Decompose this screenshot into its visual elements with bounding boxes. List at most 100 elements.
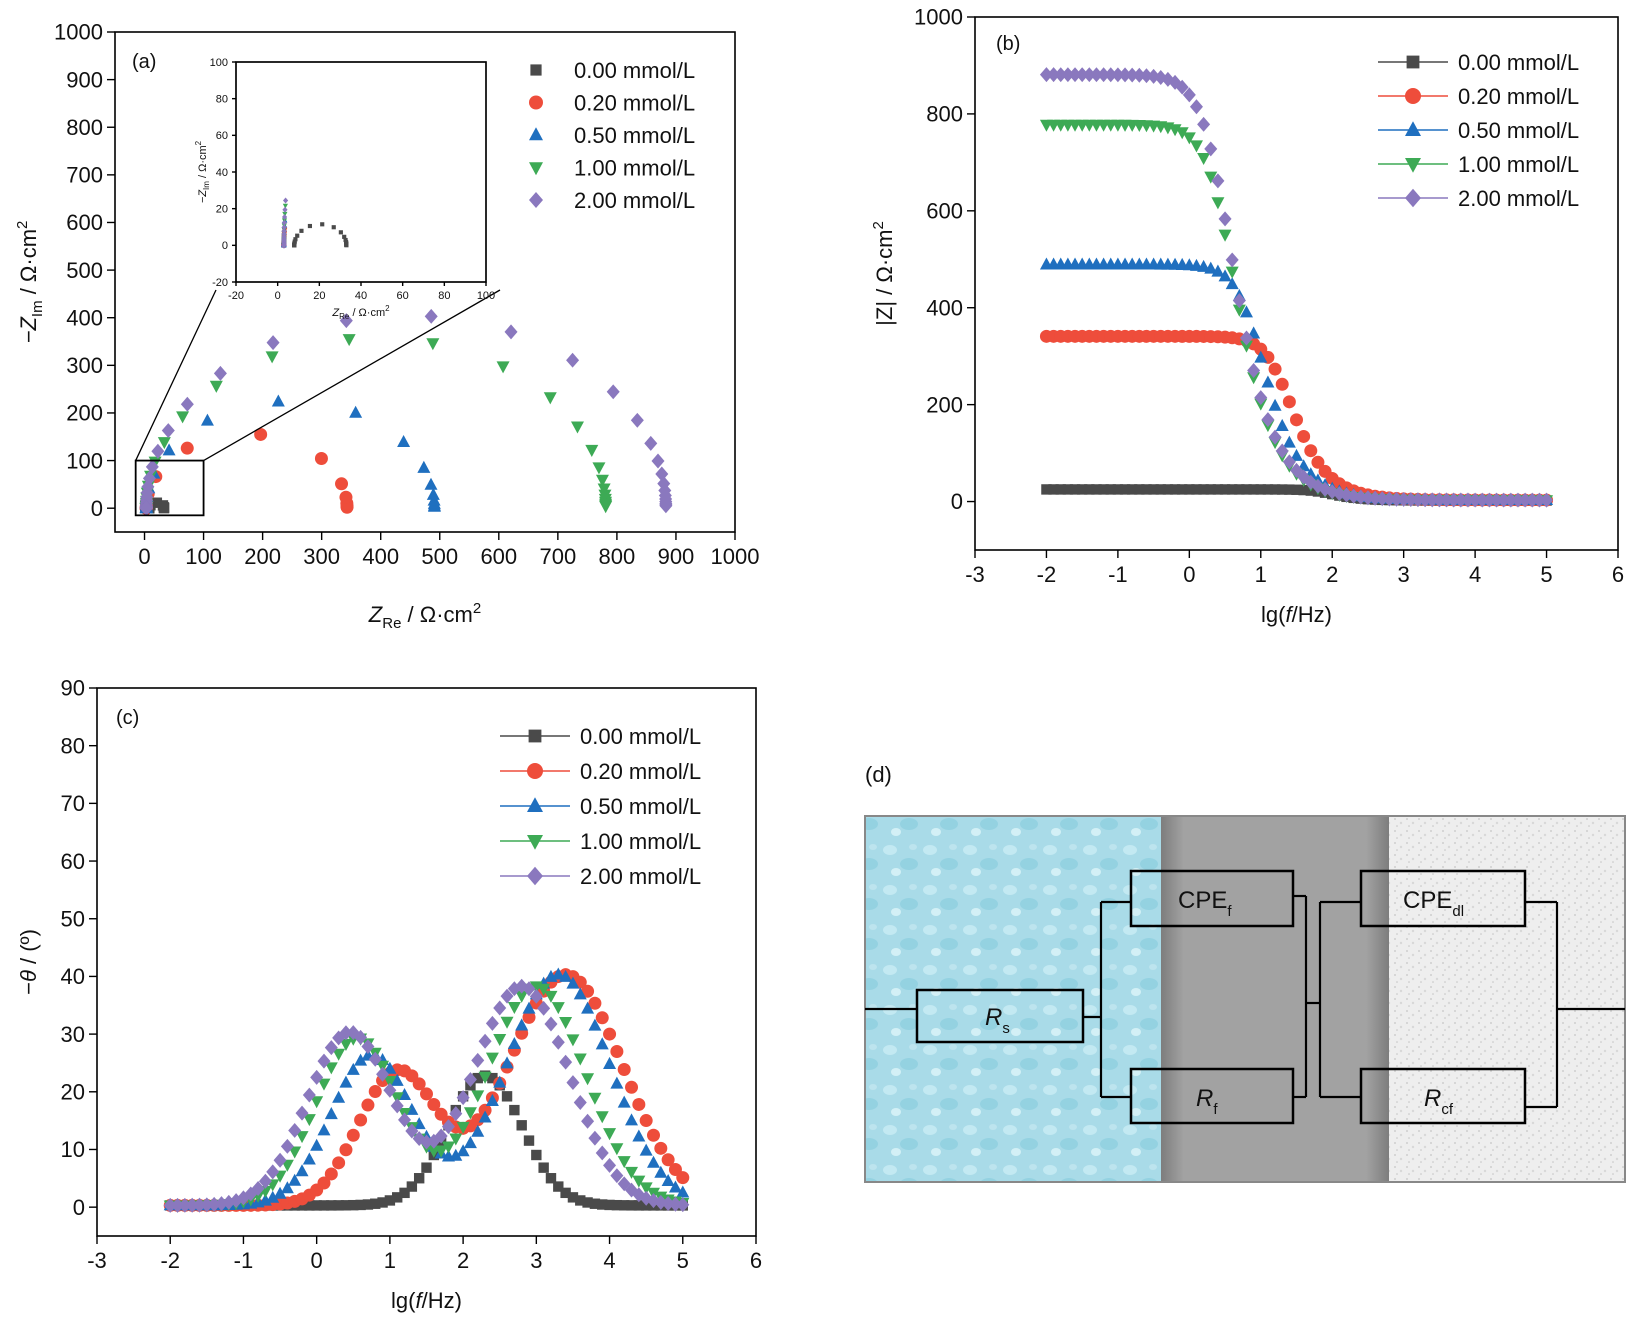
a-data-point bbox=[151, 443, 165, 459]
c-data-point bbox=[383, 1082, 397, 1098]
b-data-point bbox=[1225, 266, 1239, 279]
c-data-point bbox=[507, 1002, 521, 1015]
c-data-point bbox=[376, 1060, 390, 1073]
b-data-point bbox=[1490, 492, 1504, 508]
c-data-point bbox=[326, 1200, 337, 1211]
c-data-point bbox=[456, 1144, 470, 1157]
c-data-point bbox=[368, 1085, 382, 1099]
b-y-tick-label: 1000 bbox=[914, 5, 963, 30]
b-data-point bbox=[1440, 492, 1454, 508]
c-data-point bbox=[603, 1056, 617, 1069]
a-data-point bbox=[397, 434, 411, 447]
a-inset-x-label: ZRe / Ω·cm2 bbox=[331, 304, 390, 321]
b-data-point bbox=[1061, 67, 1075, 83]
c-data-point bbox=[339, 1075, 353, 1088]
b-x-tick-label: 5 bbox=[1540, 562, 1552, 587]
b-y-tick-label: 200 bbox=[926, 392, 963, 417]
b-data-point bbox=[1432, 492, 1446, 508]
c-data-point bbox=[355, 1199, 366, 1211]
c-data-point bbox=[646, 1155, 660, 1168]
c-data-point bbox=[449, 1133, 463, 1146]
b-data-point bbox=[1141, 484, 1152, 495]
c-legend-label: 1.00 mmol/L bbox=[580, 829, 701, 854]
c-data-point bbox=[178, 1197, 192, 1213]
c-legend-marker bbox=[528, 729, 542, 743]
c-data-point bbox=[581, 1001, 595, 1014]
c-data-point bbox=[384, 1195, 396, 1206]
c-data-point bbox=[633, 1200, 645, 1211]
c-data-point bbox=[332, 1156, 346, 1170]
b-data-point bbox=[1069, 484, 1081, 495]
a-y-tick-label: 600 bbox=[66, 210, 103, 235]
a-inset-point bbox=[282, 211, 288, 217]
a-inset-point bbox=[282, 206, 288, 213]
c-data-point bbox=[280, 1138, 294, 1154]
c-data-point bbox=[302, 1087, 316, 1103]
cpe-f-element bbox=[1129, 869, 1295, 928]
b-data-point bbox=[1284, 484, 1295, 495]
c-data-point bbox=[573, 1053, 587, 1066]
c-data-point bbox=[478, 1110, 492, 1123]
b-data-point bbox=[1041, 484, 1052, 495]
c-data-point bbox=[471, 1124, 485, 1137]
c-data-point bbox=[617, 1062, 631, 1076]
b-data-point bbox=[1268, 398, 1282, 411]
c-data-point bbox=[566, 1034, 580, 1047]
c-data-point bbox=[567, 1192, 579, 1203]
b-data-point bbox=[1189, 99, 1203, 115]
a-data-point bbox=[592, 462, 606, 475]
b-data-point bbox=[1227, 484, 1238, 495]
a-inset-y-label: −ZIm / Ω·cm2 bbox=[194, 140, 211, 203]
b-data-point bbox=[1282, 435, 1296, 448]
b-data-point bbox=[1504, 492, 1518, 508]
c-data-point bbox=[610, 1076, 624, 1089]
c-data-point bbox=[471, 1113, 485, 1127]
c-data-point bbox=[405, 1123, 419, 1139]
panel-b-bode-modulus: -3 -2 -1 0 1 2 3 4 5 6 0 200 400 600 800 1000 (b) lg(f/Hz… bbox=[870, 5, 1624, 627]
b-data-point bbox=[1311, 455, 1325, 469]
b-data-point bbox=[1261, 375, 1275, 388]
b-data-point bbox=[1126, 484, 1138, 495]
c-data-point bbox=[288, 1146, 302, 1159]
c-data-point bbox=[595, 1145, 609, 1161]
b-data-point bbox=[1182, 132, 1196, 145]
a-zoom-connector bbox=[203, 289, 501, 462]
c-data-point bbox=[478, 1033, 492, 1049]
c-x-tick-label: 2 bbox=[457, 1248, 469, 1273]
c-data-point bbox=[310, 1069, 324, 1085]
c-data-point bbox=[551, 967, 565, 980]
circuit-frame bbox=[864, 815, 1626, 1183]
b-data-point bbox=[1247, 362, 1261, 378]
c-data-point bbox=[456, 1090, 470, 1106]
b-data-point bbox=[1055, 484, 1066, 495]
b-x-tick-label: 0 bbox=[1183, 562, 1195, 587]
a-data-point bbox=[139, 500, 153, 516]
b-data-point bbox=[1155, 484, 1166, 495]
b-data-point bbox=[1304, 444, 1318, 458]
c-x-tick-label: -3 bbox=[87, 1248, 107, 1273]
a-data-point bbox=[424, 477, 438, 490]
b-data-point bbox=[1147, 68, 1161, 84]
c-data-point bbox=[544, 1016, 558, 1032]
c-data-point bbox=[456, 1121, 470, 1134]
b-data-point bbox=[1497, 492, 1511, 508]
c-legend-label: 0.20 mmol/L bbox=[580, 759, 701, 784]
b-data-point bbox=[1119, 484, 1131, 495]
c-data-point bbox=[348, 1199, 359, 1211]
b-data-point bbox=[1340, 487, 1354, 503]
c-data-point bbox=[676, 1197, 690, 1213]
a-inset-point bbox=[292, 243, 297, 248]
a-inset-y-tick-label: 100 bbox=[210, 57, 228, 69]
c-data-point bbox=[617, 1156, 631, 1169]
substrate-region bbox=[1389, 816, 1625, 1182]
b-data-point bbox=[1447, 492, 1461, 508]
b-data-point bbox=[1390, 491, 1404, 507]
b-data-point bbox=[1239, 305, 1253, 318]
a-inset-y-tick-label: 40 bbox=[216, 167, 228, 179]
a-data-point bbox=[342, 334, 356, 347]
c-data-point bbox=[676, 1171, 690, 1185]
a-legend-marker bbox=[529, 191, 543, 209]
a-data-point bbox=[585, 444, 599, 457]
a-data-point bbox=[543, 392, 557, 405]
c-data-point bbox=[258, 1173, 272, 1189]
